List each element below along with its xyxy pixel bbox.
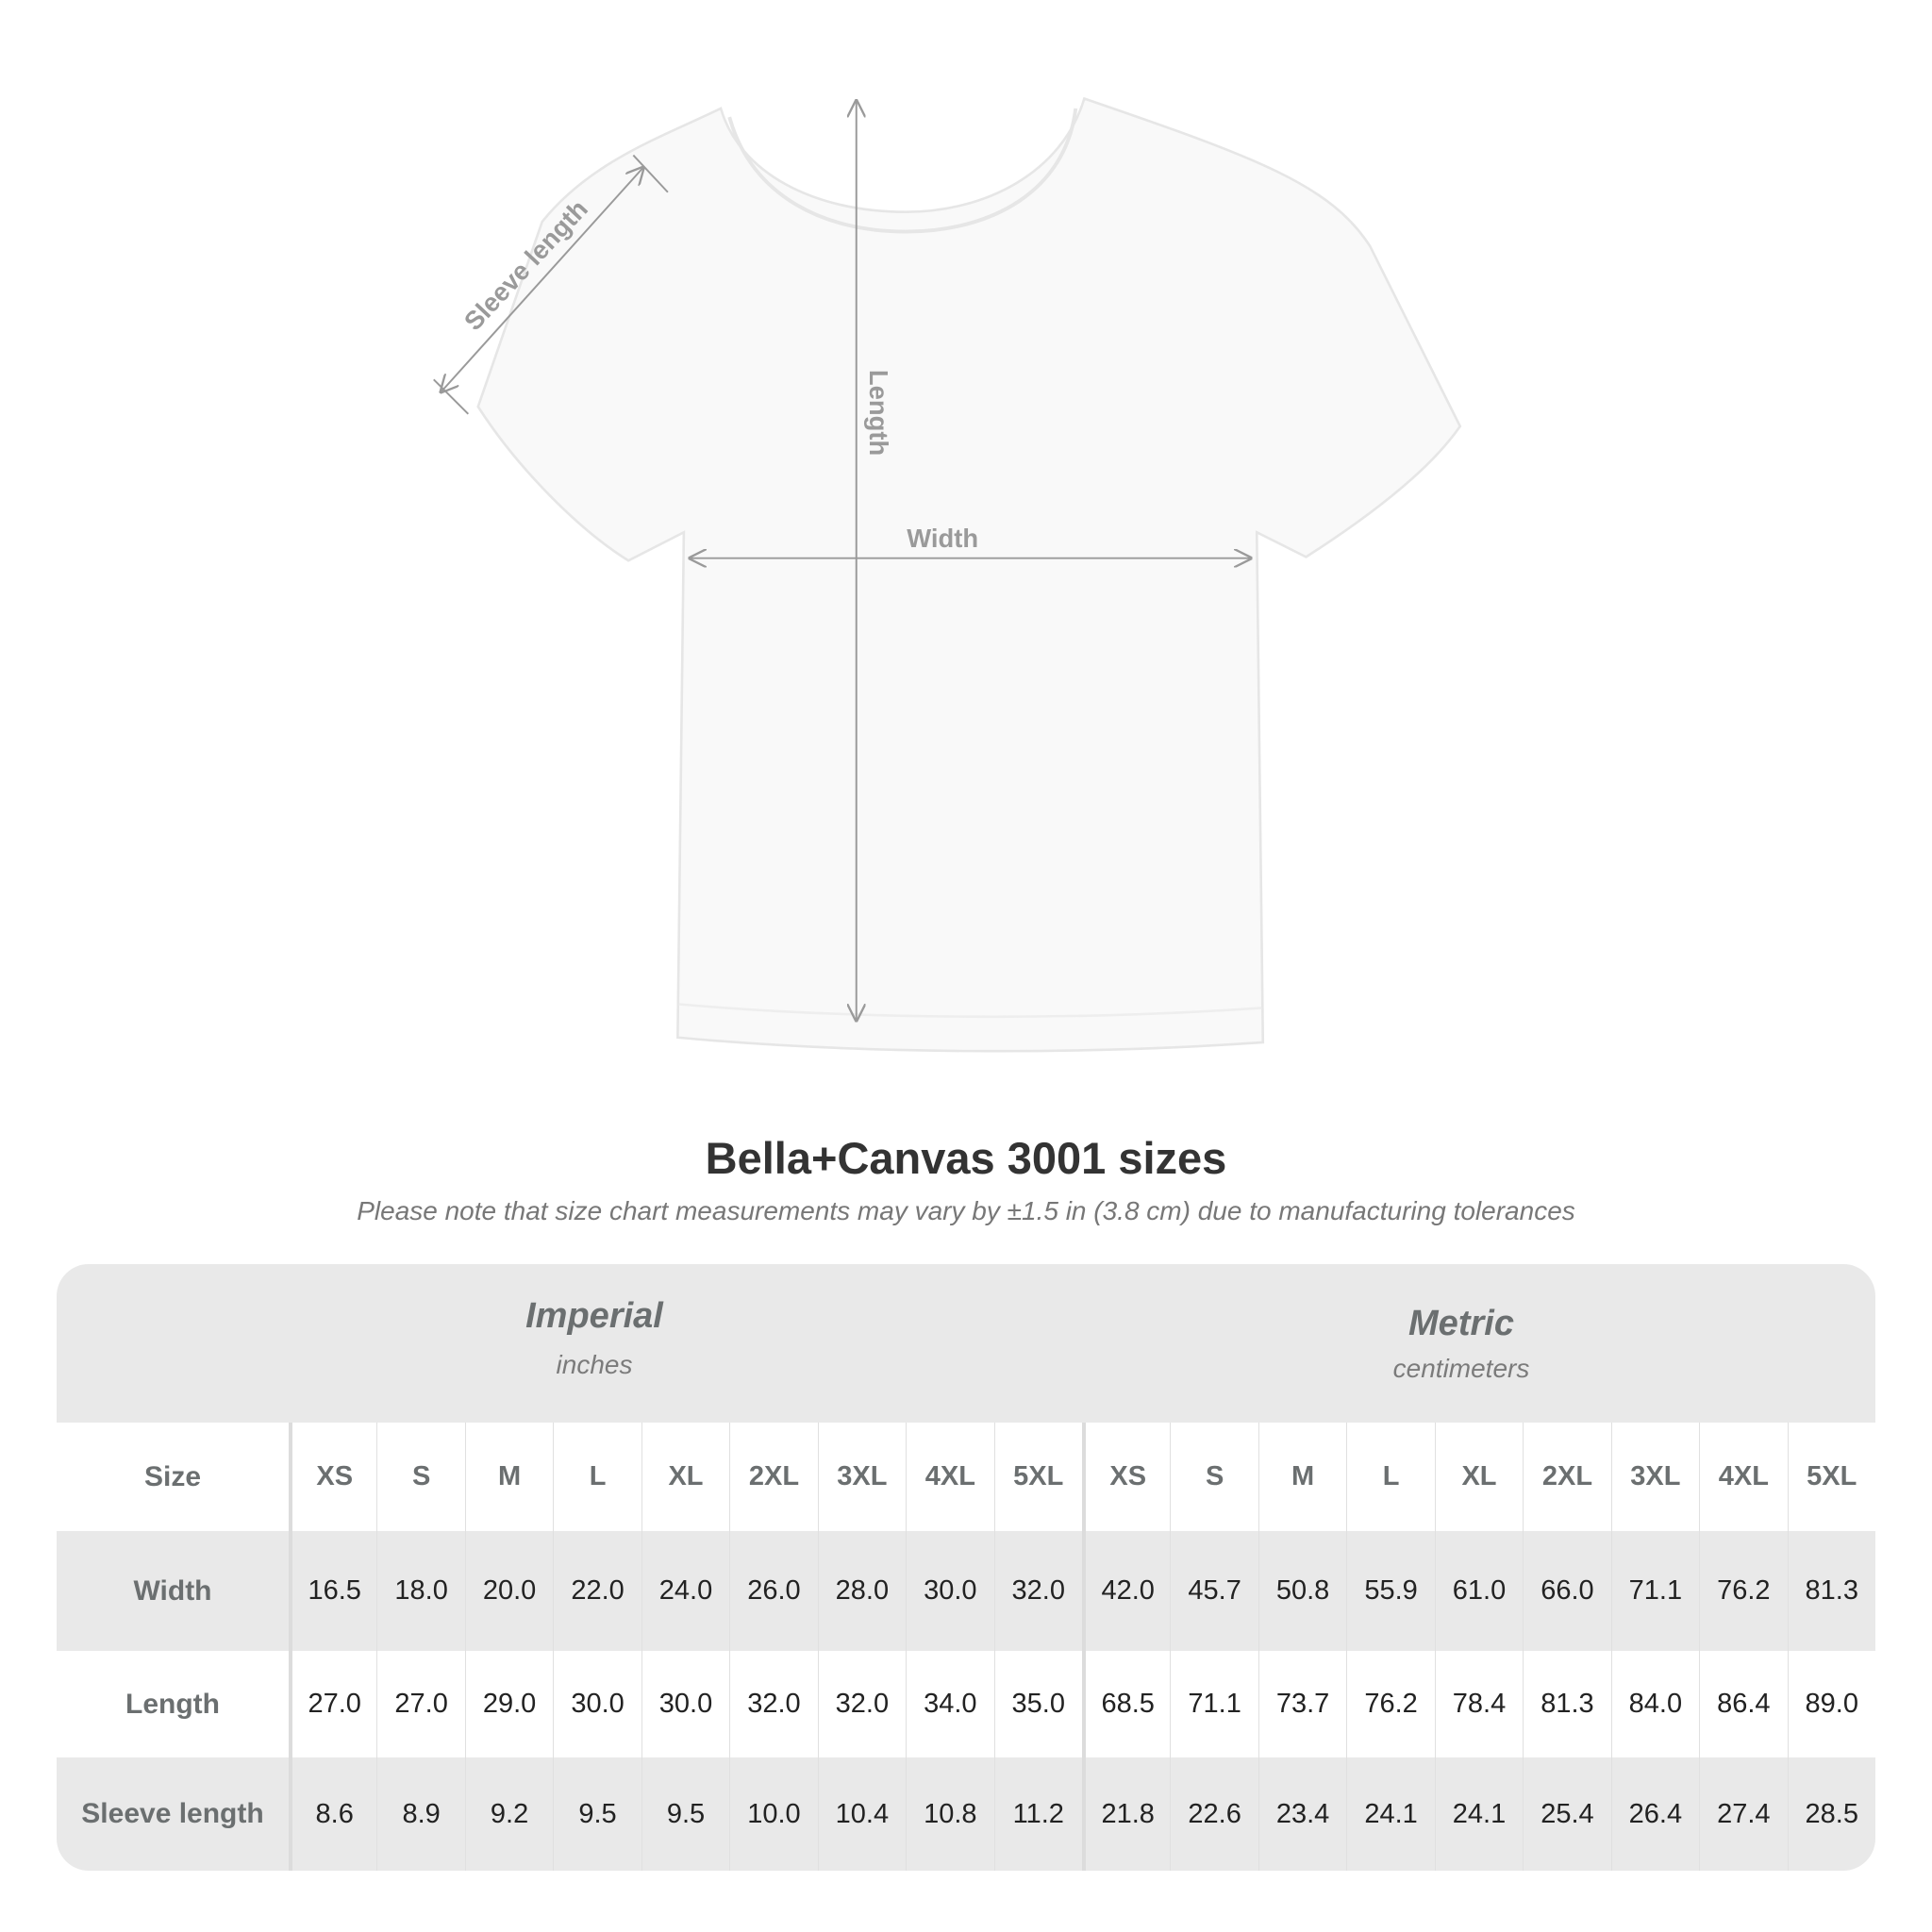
metric-value-cell: 78.4 (1434, 1651, 1523, 1757)
metric-value-cell: 42.0 (1082, 1531, 1170, 1651)
imperial-value-cell: 35.0 (993, 1651, 1082, 1757)
metric-title: Metric (1408, 1304, 1514, 1343)
imperial-value-cell: 24.0 (641, 1531, 729, 1651)
imperial-size-header: XS (289, 1423, 376, 1531)
size-table: Imperial inches Metric centimeters Size W… (57, 1264, 1875, 1871)
table-row (57, 1757, 1875, 1871)
metric-value-cell: 24.1 (1434, 1757, 1523, 1871)
imperial-value-cell: 9.5 (553, 1757, 641, 1871)
metric-size-header: L (1346, 1423, 1434, 1531)
metric-value-cell: 89.0 (1787, 1651, 1875, 1757)
imperial-value-cell: 29.0 (464, 1651, 553, 1757)
metric-value-cell: 21.8 (1082, 1757, 1170, 1871)
units-header-band (57, 1264, 1875, 1423)
imperial-value-cell: 30.0 (906, 1531, 993, 1651)
width-label: Width (907, 524, 978, 553)
metric-value-cell: 23.4 (1257, 1757, 1346, 1871)
imperial-size-header: 4XL (906, 1423, 993, 1531)
metric-size-header: 3XL (1610, 1423, 1699, 1531)
metric-value-cell: 68.5 (1082, 1651, 1170, 1757)
sleeve-arrow (441, 168, 643, 392)
imperial-value-cell: 30.0 (641, 1651, 729, 1757)
metric-value-cell: 24.1 (1346, 1757, 1434, 1871)
metric-size-header: S (1170, 1423, 1257, 1531)
imperial-value-cell: 18.0 (376, 1531, 464, 1651)
metric-size-header: M (1257, 1423, 1346, 1531)
imperial-value-cell: 28.0 (817, 1531, 906, 1651)
imperial-value-cell: 11.2 (993, 1757, 1082, 1871)
metric-value-cell: 86.4 (1699, 1651, 1787, 1757)
table-row (57, 1531, 1875, 1651)
metric-value-cell: 81.3 (1523, 1651, 1610, 1757)
metric-size-header: 4XL (1699, 1423, 1787, 1531)
imperial-value-cell: 9.5 (641, 1757, 729, 1871)
row-label: Width (133, 1574, 212, 1607)
metric-value-cell: 27.4 (1699, 1757, 1787, 1871)
imperial-value-cell: 8.6 (289, 1757, 376, 1871)
metric-value-cell: 26.4 (1610, 1757, 1699, 1871)
imperial-value-cell: 9.2 (464, 1757, 553, 1871)
metric-value-cell: 55.9 (1346, 1531, 1434, 1651)
metric-value-cell: 84.0 (1610, 1651, 1699, 1757)
metric-value-cell: 76.2 (1699, 1531, 1787, 1651)
metric-size-header: 2XL (1523, 1423, 1610, 1531)
metric-value-cell: 81.3 (1787, 1531, 1875, 1651)
imperial-value-cell: 30.0 (553, 1651, 641, 1757)
metric-value-cell: 45.7 (1170, 1531, 1257, 1651)
sleeve-arrow-cap (632, 154, 669, 193)
tolerance-note: Please note that size chart measurements… (357, 1196, 1575, 1225)
metric-size-header: XL (1434, 1423, 1523, 1531)
imperial-value-cell: 34.0 (906, 1651, 993, 1757)
metric-value-cell: 71.1 (1170, 1651, 1257, 1757)
length-label: Length (864, 370, 893, 456)
imperial-header: Imperial inches (311, 1296, 877, 1380)
imperial-value-cell: 26.0 (729, 1531, 817, 1651)
imperial-value-cell: 32.0 (817, 1651, 906, 1757)
imperial-value-cell: 22.0 (553, 1531, 641, 1651)
page-title: Bella+Canvas 3001 sizes (705, 1133, 1227, 1183)
imperial-size-header: M (464, 1423, 553, 1531)
row-label: Length (125, 1688, 220, 1720)
imperial-size-header: L (553, 1423, 641, 1531)
imperial-value-cell: 10.8 (906, 1757, 993, 1871)
imperial-value-cell: 8.9 (376, 1757, 464, 1871)
imperial-size-header: 2XL (729, 1423, 817, 1531)
imperial-title: Imperial (525, 1296, 663, 1336)
metric-value-cell: 71.1 (1610, 1531, 1699, 1651)
metric-header: Metric centimeters (1178, 1304, 1744, 1384)
imperial-size-header: S (376, 1423, 464, 1531)
tshirt-hem (678, 1003, 1262, 1019)
metric-value-cell: 22.6 (1170, 1757, 1257, 1871)
sleeve-arrow-cap (433, 378, 470, 415)
row-label: Sleeve length (81, 1798, 264, 1829)
imperial-value-cell: 32.0 (993, 1531, 1082, 1651)
metric-value-cell: 50.8 (1257, 1531, 1346, 1651)
metric-value-cell: 73.7 (1257, 1651, 1346, 1757)
metric-value-cell: 25.4 (1523, 1757, 1610, 1871)
metric-size-header: XS (1082, 1423, 1170, 1531)
metric-size-header: 5XL (1787, 1423, 1875, 1531)
metric-unit: centimeters (1392, 1354, 1530, 1383)
imperial-value-cell: 27.0 (289, 1651, 376, 1757)
imperial-size-header: 5XL (993, 1423, 1082, 1531)
imperial-value-cell: 16.5 (289, 1531, 376, 1651)
imperial-value-cell: 32.0 (729, 1651, 817, 1757)
imperial-value-cell: 27.0 (376, 1651, 464, 1757)
imperial-size-header: 3XL (817, 1423, 906, 1531)
tshirt-shape (476, 96, 1462, 1053)
imperial-value-cell: 10.4 (817, 1757, 906, 1871)
imperial-unit: inches (556, 1350, 633, 1379)
metric-value-cell: 66.0 (1523, 1531, 1610, 1651)
imperial-size-header: XL (641, 1423, 729, 1531)
metric-value-cell: 76.2 (1346, 1651, 1434, 1757)
metric-value-cell: 28.5 (1787, 1757, 1875, 1871)
imperial-value-cell: 20.0 (464, 1531, 553, 1651)
metric-value-cell: 61.0 (1434, 1531, 1523, 1651)
size-header-label: Size (143, 1460, 202, 1492)
tshirt-collar (727, 108, 1078, 234)
imperial-value-cell: 10.0 (729, 1757, 817, 1871)
